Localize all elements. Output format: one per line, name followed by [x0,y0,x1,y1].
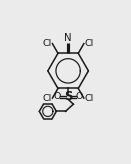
Text: O: O [76,92,83,102]
Text: S: S [64,91,72,103]
Text: Cl: Cl [42,94,51,103]
Text: N: N [64,33,72,43]
Text: Cl: Cl [85,39,94,48]
Text: Cl: Cl [42,39,51,48]
Text: Cl: Cl [85,94,94,103]
Text: O: O [53,92,60,102]
